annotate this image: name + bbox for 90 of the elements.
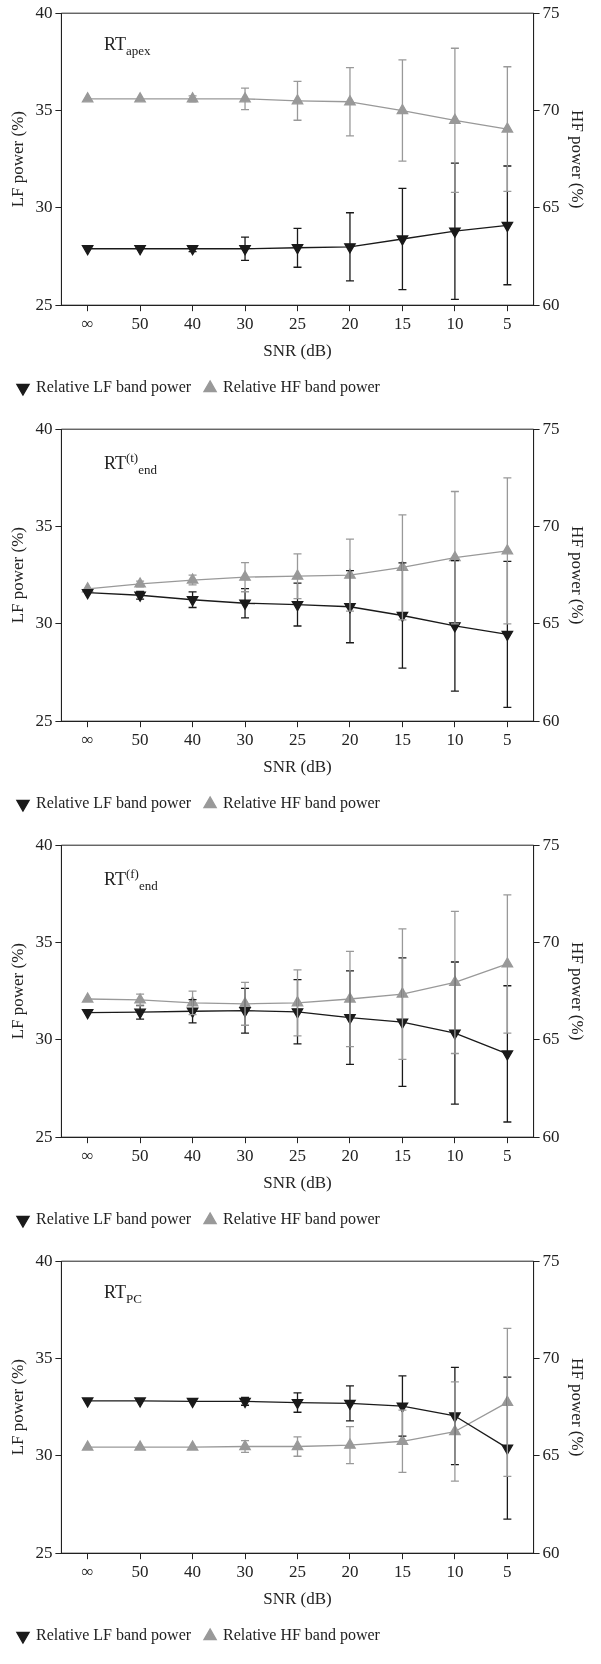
y-tick-label: 25 bbox=[35, 1542, 53, 1562]
y2-tick-label: 75 bbox=[542, 1250, 560, 1270]
y2-tick-label: 70 bbox=[542, 100, 560, 119]
x-tick-label: 5 bbox=[503, 729, 512, 749]
x-tick-label: 30 bbox=[236, 1145, 254, 1165]
legend-label: Relative HF band power bbox=[223, 1626, 381, 1645]
y-tick-label: 30 bbox=[35, 1029, 53, 1049]
y2-tick-label: 60 bbox=[542, 1126, 560, 1146]
x-tick-label: ∞ bbox=[81, 313, 94, 333]
x-tick-label: 5 bbox=[503, 1145, 512, 1165]
y-tick-label: 30 bbox=[35, 1445, 53, 1465]
x-tick-label: 10 bbox=[446, 1561, 464, 1581]
x-axis-title: SNR (dB) bbox=[263, 341, 332, 361]
x-tick-label: 20 bbox=[341, 313, 359, 333]
x-tick-label: 50 bbox=[131, 1145, 149, 1165]
x-tick-label: 25 bbox=[289, 729, 306, 749]
x-tick-label: ∞ bbox=[81, 1145, 94, 1165]
y2-tick-label: 60 bbox=[542, 1542, 560, 1562]
x-tick-label: 20 bbox=[341, 729, 359, 749]
y2-tick-label: 65 bbox=[542, 1029, 560, 1049]
x-tick-label: 15 bbox=[393, 313, 411, 333]
y2-tick-label: 75 bbox=[542, 834, 560, 854]
y-tick-label: 30 bbox=[35, 197, 53, 217]
y2-axis-title: HF power (%) bbox=[568, 942, 588, 1041]
legend-label: Relative HF band power bbox=[223, 378, 381, 397]
x-tick-label: 25 bbox=[289, 1145, 306, 1165]
x-axis-title: SNR (dB) bbox=[263, 1173, 332, 1193]
y-tick-label: 30 bbox=[35, 613, 53, 633]
x-tick-label: 10 bbox=[446, 729, 464, 749]
x-tick-label: ∞ bbox=[81, 1561, 94, 1581]
x-tick-label: 10 bbox=[446, 313, 464, 333]
x-tick-label: 30 bbox=[236, 729, 254, 749]
y-tick-label: 40 bbox=[35, 2, 53, 22]
x-tick-label: 5 bbox=[503, 1561, 512, 1581]
text: RT$_{PC}$ bbox=[104, 1282, 142, 1307]
y-axis-title: LF power (%) bbox=[7, 527, 27, 624]
x-tick-label: 50 bbox=[131, 313, 149, 333]
y-tick-label: 35 bbox=[35, 932, 53, 951]
text: RT$_{apex}$ bbox=[104, 34, 151, 59]
y-tick-label: 40 bbox=[35, 1250, 53, 1270]
y2-axis-title: HF power (%) bbox=[568, 110, 588, 209]
y-tick-label: 40 bbox=[35, 418, 53, 438]
x-tick-label: 15 bbox=[393, 729, 411, 749]
y2-axis-title: HF power (%) bbox=[568, 526, 588, 625]
legend-label: Relative LF band power bbox=[36, 794, 192, 813]
x-axis-title: SNR (dB) bbox=[263, 757, 332, 777]
x-tick-label: 20 bbox=[341, 1561, 359, 1581]
y-tick-label: 35 bbox=[35, 516, 53, 535]
y2-tick-label: 75 bbox=[542, 418, 560, 438]
y2-tick-label: 60 bbox=[542, 294, 560, 314]
x-tick-label: 30 bbox=[236, 313, 254, 333]
y-tick-label: 25 bbox=[35, 1126, 53, 1146]
y2-tick-label: 75 bbox=[542, 2, 560, 22]
x-tick-label: 30 bbox=[236, 1561, 254, 1581]
legend-label: Relative LF band power bbox=[36, 1626, 192, 1645]
y-axis-title: LF power (%) bbox=[7, 943, 27, 1040]
y-tick-label: 25 bbox=[35, 294, 53, 314]
x-tick-label: 40 bbox=[184, 1145, 202, 1165]
y-axis-title: LF power (%) bbox=[7, 111, 27, 208]
x-tick-label: 5 bbox=[503, 313, 512, 333]
x-tick-label: 15 bbox=[393, 1145, 411, 1165]
x-tick-label: 15 bbox=[393, 1561, 411, 1581]
legend-label: Relative HF band power bbox=[223, 794, 381, 813]
y-tick-label: 25 bbox=[35, 710, 53, 730]
y2-axis-title: HF power (%) bbox=[568, 1358, 588, 1457]
y2-tick-label: 60 bbox=[542, 710, 560, 730]
legend-label: Relative LF band power bbox=[36, 1210, 192, 1229]
y2-tick-label: 70 bbox=[542, 1348, 560, 1367]
x-tick-label: 25 bbox=[289, 313, 306, 333]
y2-tick-label: 70 bbox=[542, 516, 560, 535]
x-tick-label: 40 bbox=[184, 1561, 202, 1581]
x-tick-label: 50 bbox=[131, 729, 149, 749]
y2-tick-label: 65 bbox=[542, 197, 560, 217]
y2-tick-label: 65 bbox=[542, 613, 560, 633]
y2-tick-label: 70 bbox=[542, 932, 560, 951]
x-tick-label: 40 bbox=[184, 729, 202, 749]
x-tick-label: 10 bbox=[446, 1145, 464, 1165]
x-tick-label: 50 bbox=[131, 1561, 149, 1581]
y-tick-label: 40 bbox=[35, 834, 53, 854]
y-tick-label: 35 bbox=[35, 100, 53, 119]
y-axis-title: LF power (%) bbox=[7, 1359, 27, 1456]
legend-label: Relative LF band power bbox=[36, 378, 192, 397]
x-tick-label: 25 bbox=[289, 1561, 306, 1581]
x-tick-label: 40 bbox=[184, 313, 202, 333]
x-tick-label: ∞ bbox=[81, 729, 94, 749]
y-tick-label: 35 bbox=[35, 1348, 53, 1367]
x-tick-label: 20 bbox=[341, 1145, 359, 1165]
x-axis-title: SNR (dB) bbox=[263, 1589, 332, 1609]
y2-tick-label: 65 bbox=[542, 1445, 560, 1465]
legend-label: Relative HF band power bbox=[223, 1210, 381, 1229]
